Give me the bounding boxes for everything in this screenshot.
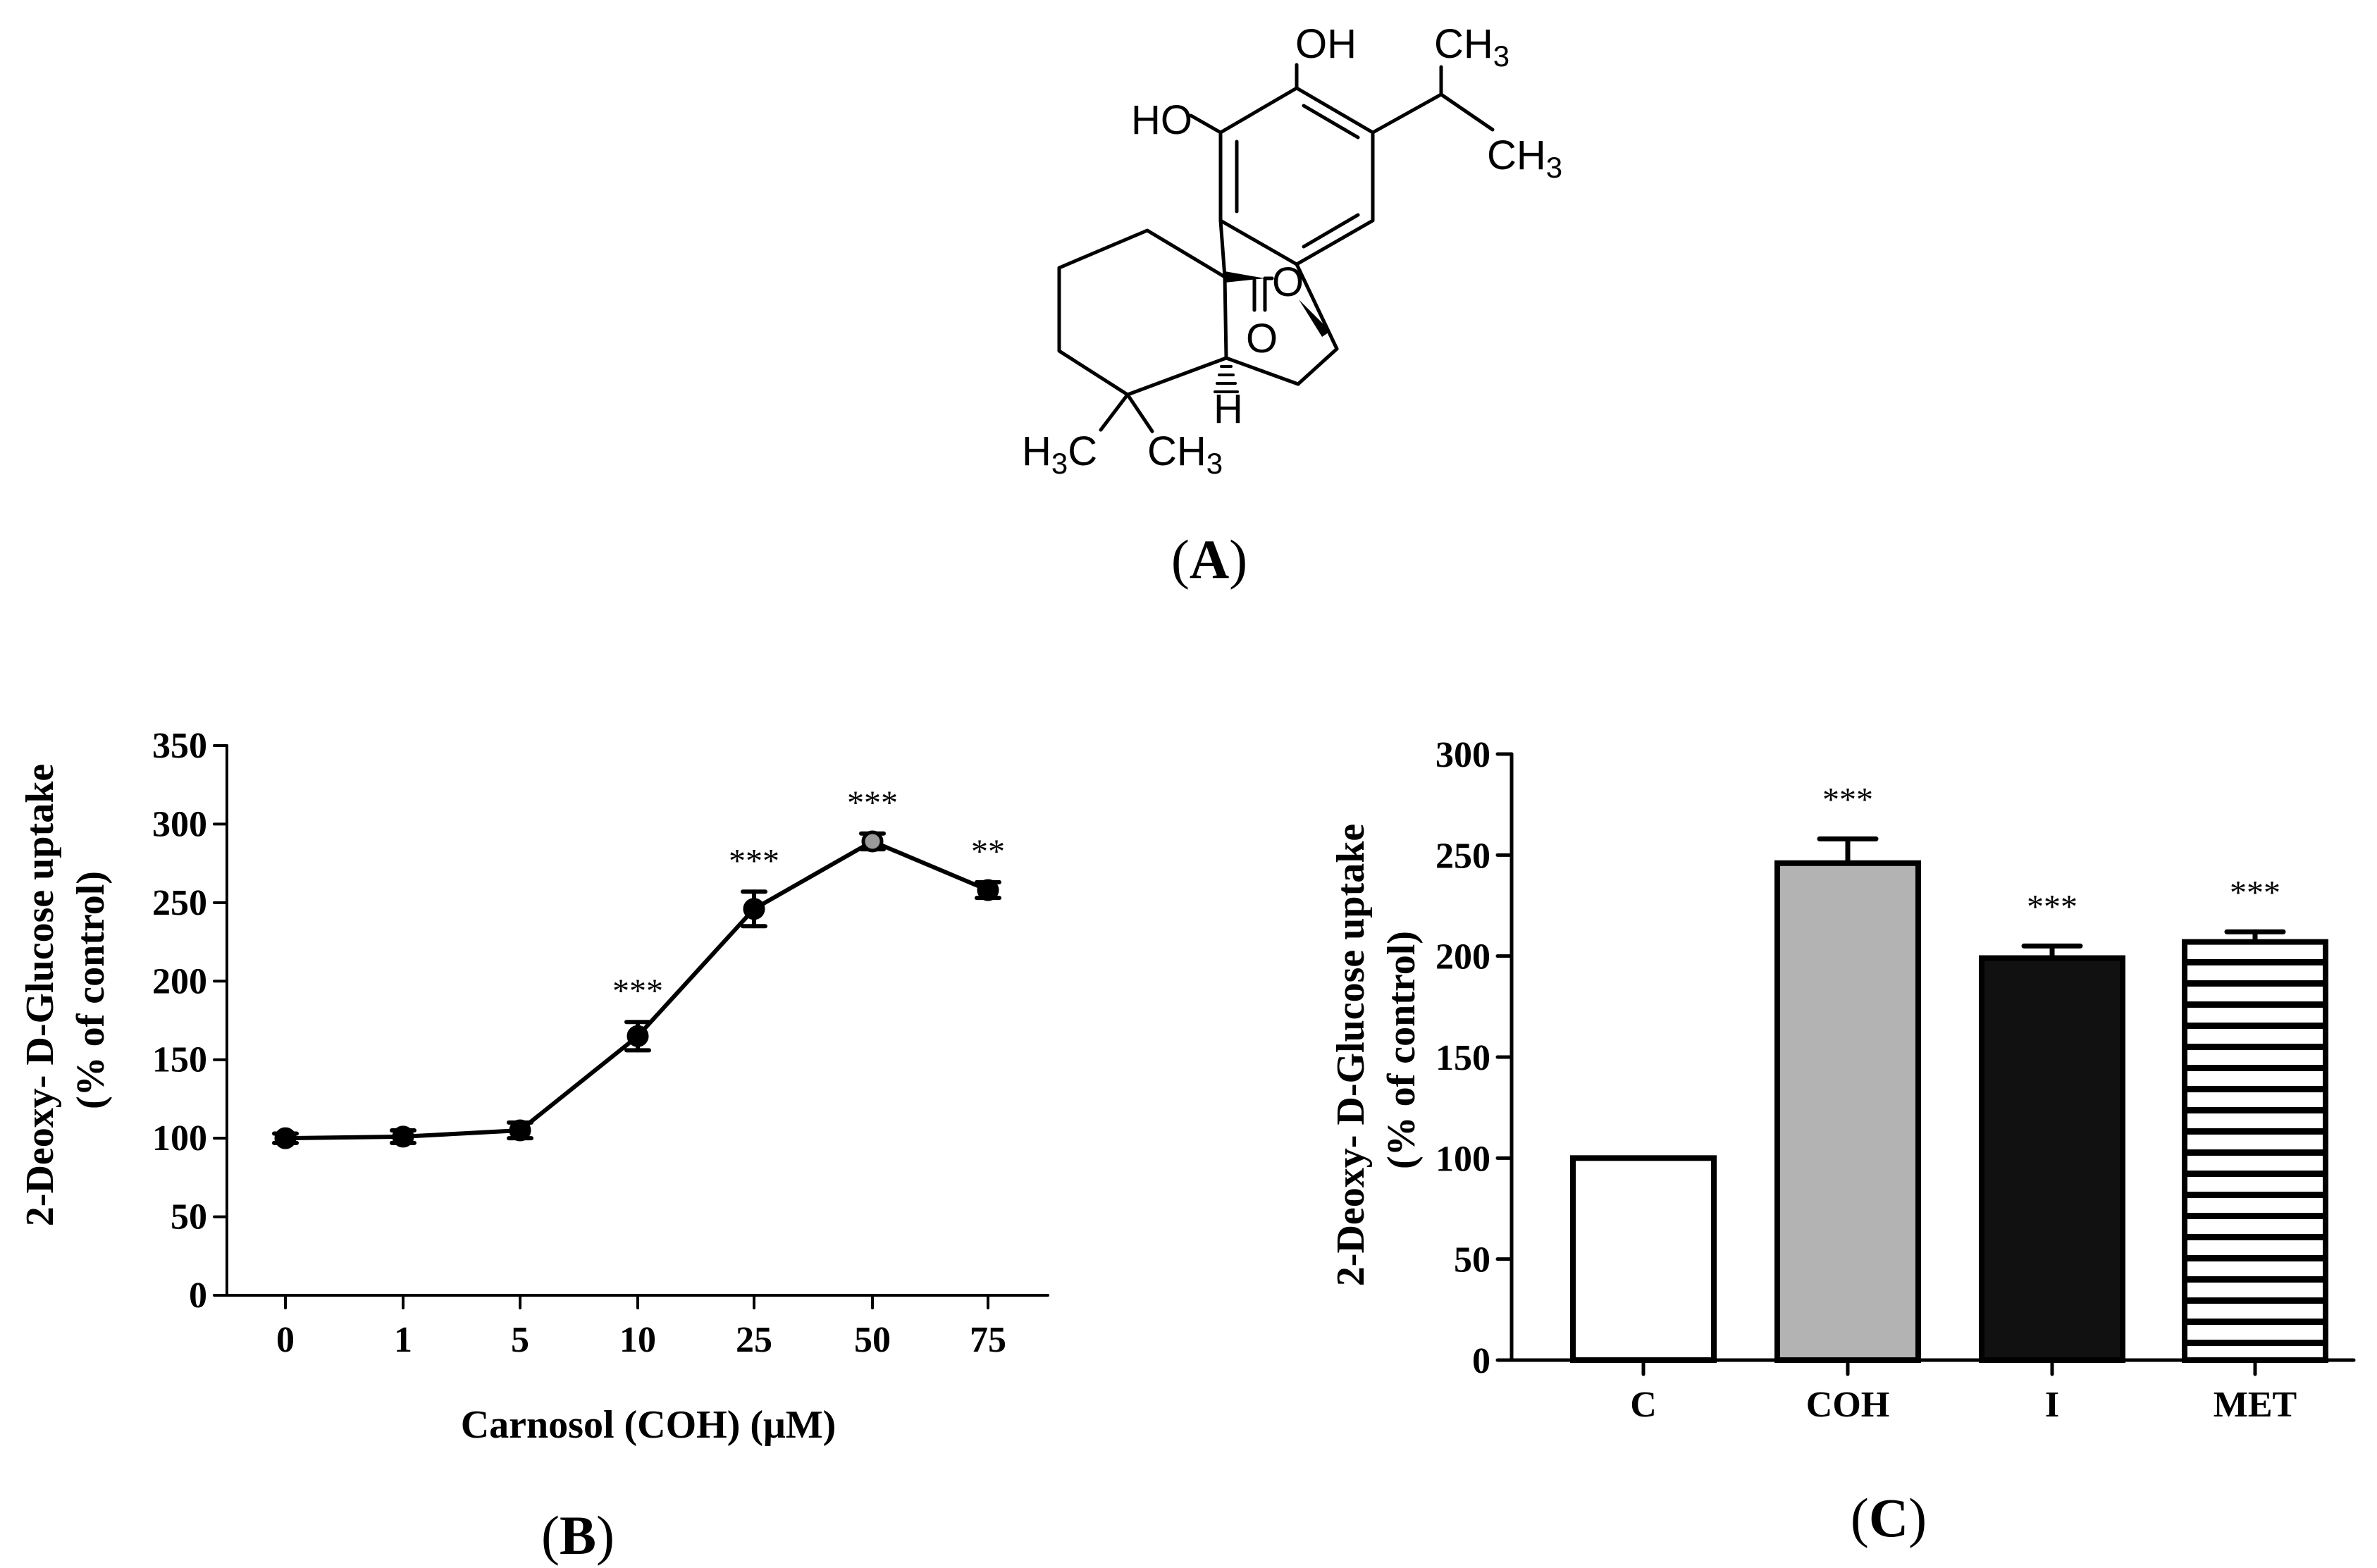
chart-c-significance-marker: ***	[1822, 781, 1873, 818]
chart-c-significance-marker: ***	[2027, 888, 2077, 925]
chart-b-y-tick-label: 350	[152, 726, 207, 766]
chart-b-data-point	[861, 830, 884, 853]
aromatic-double-bond-1	[1302, 104, 1360, 140]
lactone-wedge-bond	[1225, 271, 1265, 283]
chart-b-y-tick-label: 100	[152, 1118, 207, 1159]
chart-b-y-tick-label: 300	[152, 804, 207, 844]
chart-b-x-tick-label: 25	[736, 1320, 772, 1360]
chart-b-x-tick-label: 5	[511, 1320, 529, 1360]
atom-label-h3c: H3C	[1022, 428, 1097, 480]
bond-c10-c9	[1218, 218, 1227, 279]
lactone-wedge-bond-2	[1299, 300, 1330, 337]
chart-b-y-tick-label: 0	[189, 1276, 207, 1316]
chart-b-x-tick-label: 0	[276, 1320, 295, 1360]
chart-b-significance-marker: **	[971, 833, 1005, 870]
carnosol-structure: OH HO CH3 CH3 O O H H3C CH3	[1022, 21, 1562, 480]
chart-b-data-point	[509, 1119, 531, 1142]
chart-b-data-point	[392, 1125, 414, 1148]
chart-b-y-axis-label: 2-Deoxy- D-Glucose uptake (% of control)	[18, 754, 113, 1226]
chart-c-y-tick-label: 100	[1436, 1139, 1490, 1179]
chart-b-significance-marker: ***	[847, 784, 898, 822]
panel-label-c: (C)	[1851, 1487, 1927, 1548]
chart-c-y-tick-label: 0	[1472, 1341, 1490, 1381]
chart-b-x-tick-label: 75	[970, 1320, 1006, 1360]
chart-c-x-tick-label: I	[2045, 1385, 2059, 1425]
bond-gem-methyl-left	[1099, 393, 1130, 432]
atom-label-ch3-top: CH3	[1434, 21, 1509, 73]
chart-c-error-bar	[2021, 943, 2083, 961]
chart-c-significance-marker: ***	[2230, 874, 2280, 911]
chart-c-error-bar	[2224, 929, 2286, 945]
atom-label-h: H	[1214, 386, 1243, 432]
chart-b-y-tick-label: 200	[152, 961, 207, 1001]
chart-b-x-axis-label: Carnosol (COH) (μM)	[461, 1403, 836, 1447]
chart-c-x-tick-label: C	[1630, 1385, 1657, 1425]
bond-gem-methyl-right	[1125, 393, 1154, 433]
atom-label-o-carbonyl: O	[1246, 316, 1278, 362]
chart-c-y-tick-label: 300	[1436, 735, 1490, 775]
panel-label-b: (B)	[541, 1505, 615, 1566]
atom-label-oh-top: OH	[1295, 21, 1357, 67]
atom-label-ch3-bottom: CH3	[1147, 428, 1223, 480]
cyclohexane-ring	[1057, 228, 1228, 397]
chart-c-y-tick-label: 50	[1454, 1240, 1490, 1280]
chart-c-bar-coh	[1774, 860, 1921, 1364]
panel-label-a: (A)	[1171, 529, 1247, 590]
atom-label-ho-left: HO	[1131, 97, 1192, 143]
atom-label-ch3-right: CH3	[1487, 132, 1562, 184]
chart-c-x-tick-label: MET	[2214, 1385, 2297, 1425]
hashed-h-bond	[1214, 365, 1239, 393]
chart-c: 0 50 100 150 200 250 300 C COH I MET *** *** *** 2-…	[1329, 735, 2356, 1425]
chart-c-bar-i	[1979, 955, 2125, 1363]
chart-b-data-point	[743, 898, 765, 920]
atom-label-o-ether: O	[1272, 259, 1304, 305]
bond-isopropyl-ch3-right	[1439, 92, 1495, 132]
chart-b-data-point	[274, 1127, 297, 1149]
aromatic-ring	[1218, 86, 1375, 266]
chart-b-data-point	[977, 879, 999, 901]
bond-c7-c8	[1295, 262, 1339, 351]
chart-c-bar-met	[2182, 939, 2328, 1363]
chart-b-significance-marker: ***	[729, 842, 779, 879]
chart-b-y-tick-label: 50	[171, 1197, 207, 1237]
chart-b-y-tick-label: 250	[152, 883, 207, 923]
chart-c-x-tick-label: COH	[1806, 1385, 1889, 1425]
chart-b-x-tick-label: 1	[394, 1320, 412, 1360]
bond-c5-c6	[1224, 356, 1300, 386]
bond-c6-c7	[1296, 347, 1339, 386]
chart-b-significance-marker: ***	[612, 973, 663, 1010]
chart-c-error-bar	[1817, 836, 1879, 866]
chart-b-x-tick-label: 50	[854, 1320, 891, 1360]
bond-c10-c5	[1223, 275, 1228, 360]
chart-b-x-tick-label: 10	[619, 1320, 656, 1360]
bond-isopropyl	[1371, 92, 1443, 135]
chart-c-y-tick-label: 250	[1436, 836, 1490, 876]
chart-b-y-tick-label: 150	[152, 1040, 207, 1080]
bond-c11-oh	[1189, 113, 1223, 135]
chart-b-data-point	[626, 1025, 649, 1047]
chart-c-bar-c	[1570, 1155, 1717, 1364]
chart-c-y-tick-label: 200	[1436, 937, 1490, 977]
aromatic-double-bond-3	[1302, 213, 1360, 249]
chart-c-y-tick-label: 150	[1436, 1038, 1490, 1078]
chart-c-y-axis-label: 2-Deoxy- D-Glucose uptake (% of control)	[1329, 814, 1424, 1286]
